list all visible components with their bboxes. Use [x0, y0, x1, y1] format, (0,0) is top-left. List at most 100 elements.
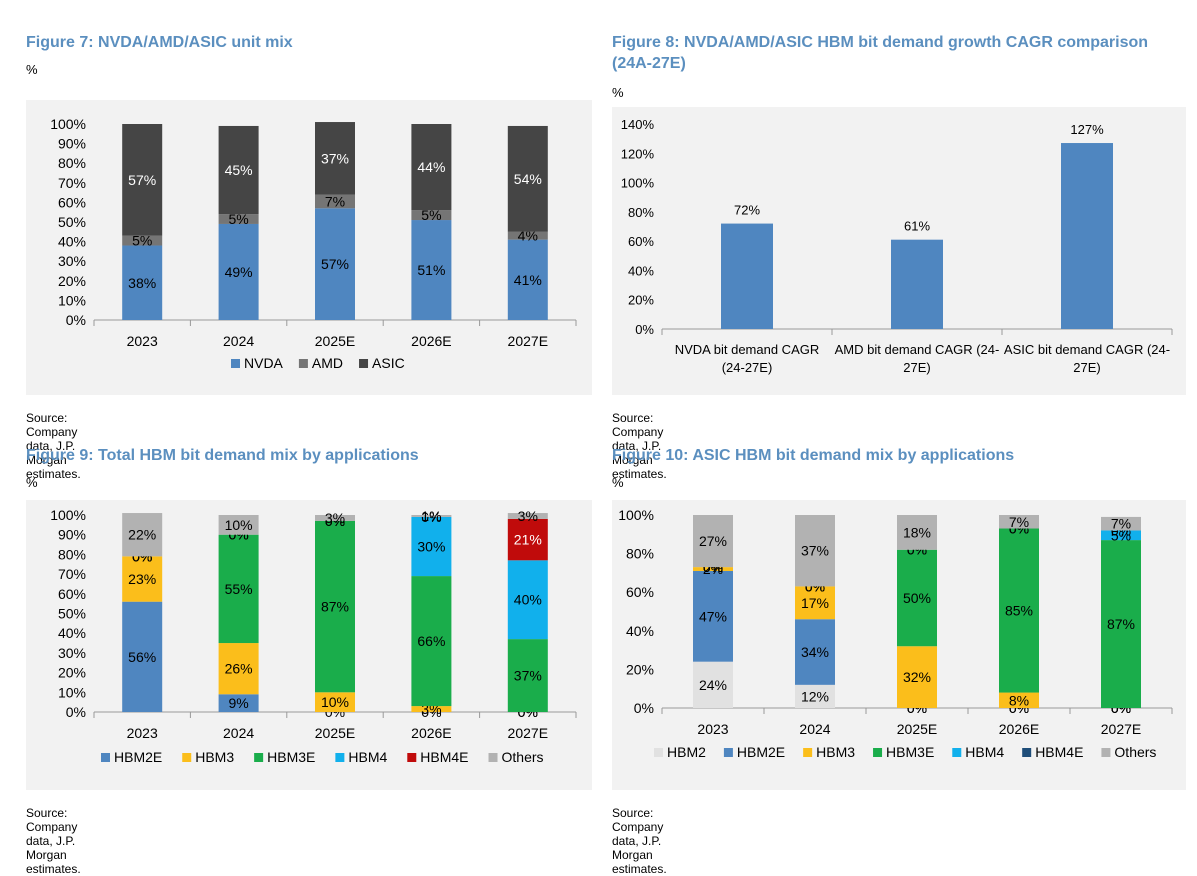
category-label: 2026E: [999, 721, 1039, 737]
y-tick-label: 120%: [621, 146, 655, 161]
category-label: 2026E: [411, 333, 451, 349]
data-label: 57%: [128, 172, 156, 188]
data-label: 23%: [128, 571, 156, 587]
data-label: 1%: [421, 508, 441, 524]
y-tick-label: 0%: [634, 700, 654, 716]
figure-8-plot-area: 0% 20% 40% 60% 80% 100% 120% 140% NVDA bit deman…: [612, 107, 1186, 395]
bar-segment-hbm3: [122, 556, 163, 602]
data-label: 49%: [225, 264, 253, 280]
figure-9-title: Figure 9: Total HBM bit demand mix by ap…: [26, 447, 419, 464]
figure-10-unit: %: [612, 475, 624, 490]
legend-label: HBM2: [667, 744, 706, 760]
y-tick-label: 20%: [628, 293, 654, 308]
category-label: 2024: [223, 725, 254, 741]
data-label: 40%: [514, 592, 542, 608]
legend-label: HBM2E: [737, 744, 785, 760]
bar-segment-nvda: [315, 208, 355, 320]
category-label: 2027E: [508, 333, 548, 349]
legend-swatch-hbm3e: [254, 753, 264, 762]
bar-segment-asic: [507, 125, 548, 232]
bar-segment-asic: [122, 124, 163, 236]
legend-label: NVDA: [244, 355, 284, 371]
data-label: 5%: [132, 233, 152, 249]
figure-10-title: Figure 10: ASIC HBM bit demand mix by ap…: [612, 447, 1015, 464]
legend-label: HBM3E: [886, 744, 934, 760]
y-tick-label: 60%: [628, 234, 654, 249]
legend-label: HBM2E: [114, 749, 162, 765]
y-tick-label: 80%: [626, 546, 654, 562]
data-label: 7%: [1111, 516, 1131, 532]
figure-8-source: Source: Company data, J.P. Morgan estima…: [612, 411, 667, 481]
data-label: 27%: [699, 533, 727, 549]
legend-label: HBM3E: [267, 749, 315, 765]
bar-segment-hbm3: [999, 692, 1039, 708]
bar-segment-hbm4: [411, 516, 452, 577]
figure-7-title: Figure 7: NVDA/AMD/ASIC unit mix: [26, 34, 293, 51]
y-tick-label: 10%: [58, 292, 86, 308]
bar-segment-hbm3: [693, 567, 733, 571]
data-label: 10%: [321, 694, 349, 710]
data-label: 66%: [417, 633, 445, 649]
bar-segment-others: [795, 515, 835, 587]
bar-segment-others: [507, 513, 548, 519]
figure-10-chart: 0% 20% 40% 60% 80% 100% 2023 2024 2025E 2026E 2027…: [618, 507, 1173, 760]
bar-segment-nvda: [218, 223, 259, 320]
category-label: 2024: [799, 721, 830, 737]
bar-segment-hbm2: [693, 661, 733, 708]
data-label: 22%: [128, 527, 156, 543]
figure-9-plot-area: 0% 10% 20% 30% 40% 50% 60% 70% 80% 90% 100% 2023 202…: [26, 500, 592, 790]
y-tick-label: 0%: [635, 322, 654, 337]
category-label: (24-27E): [722, 360, 773, 375]
figure-8-title: Figure 8: NVDA/AMD/ASIC HBM bit demand g…: [612, 34, 1149, 72]
y-tick-label: 90%: [58, 136, 86, 152]
data-label: 5%: [228, 211, 248, 227]
y-tick-label: 140%: [621, 117, 655, 132]
data-label: 41%: [514, 272, 542, 288]
legend-swatch-hbm4e: [407, 753, 417, 762]
bar-segment-hbm4: [1101, 530, 1141, 541]
legend-swatch-hbm2: [654, 748, 663, 757]
bar-segment-hbm2e: [693, 570, 733, 662]
category-label: 2023: [697, 721, 728, 737]
bar-segment-nvda: [122, 245, 163, 320]
category-label: NVDA bit demand CAGR: [675, 342, 820, 357]
bar-segment-hbm3e: [411, 576, 452, 707]
legend-swatch-hbm3e: [873, 748, 883, 757]
legend-label: HBM3: [195, 749, 234, 765]
figure-9-unit: %: [26, 475, 38, 490]
data-label: 61%: [904, 219, 930, 234]
bar-segment-others: [897, 515, 937, 550]
bar-segment-others: [315, 515, 355, 521]
bar-segment-asic: [218, 125, 259, 215]
category-label: 27E): [1073, 360, 1100, 375]
figure-10-plot-area: 0% 20% 40% 60% 80% 100% 2023 2024 2025E 2026E 2027…: [612, 500, 1186, 790]
y-tick-label: 40%: [628, 263, 654, 278]
legend-swatch-amd: [298, 359, 308, 368]
data-label: 30%: [417, 539, 445, 555]
bar-segment-hbm3: [897, 646, 937, 708]
legend-swatch-others: [488, 753, 498, 762]
data-label: 38%: [128, 275, 156, 291]
legend-swatch-hbm4: [952, 748, 962, 757]
y-tick-label: 40%: [626, 623, 654, 639]
category-label: 2026E: [411, 725, 451, 741]
y-tick-label: 80%: [58, 155, 86, 171]
data-label: 24%: [699, 677, 727, 693]
y-tick-label: 100%: [50, 116, 86, 132]
bar-segment-hbm3: [315, 692, 355, 712]
data-label: 56%: [128, 649, 156, 665]
data-label: 44%: [417, 159, 445, 175]
bar-segment-hbm3e: [218, 534, 259, 644]
figure-8-unit: %: [612, 85, 624, 100]
bar-segment-cagr: [1061, 143, 1113, 329]
y-tick-label: 0%: [66, 704, 86, 720]
bar-segment-hbm3e: [999, 528, 1039, 693]
y-tick-label: 60%: [58, 194, 86, 210]
bar-segment-others: [218, 515, 259, 535]
data-label: 10%: [225, 517, 253, 533]
bar-segment-hbm3: [411, 706, 452, 712]
y-tick-label: 20%: [626, 661, 654, 677]
legend-label: HBM3: [816, 744, 855, 760]
legend-swatch-hbm3: [182, 753, 192, 762]
data-label: 8%: [1009, 692, 1029, 708]
